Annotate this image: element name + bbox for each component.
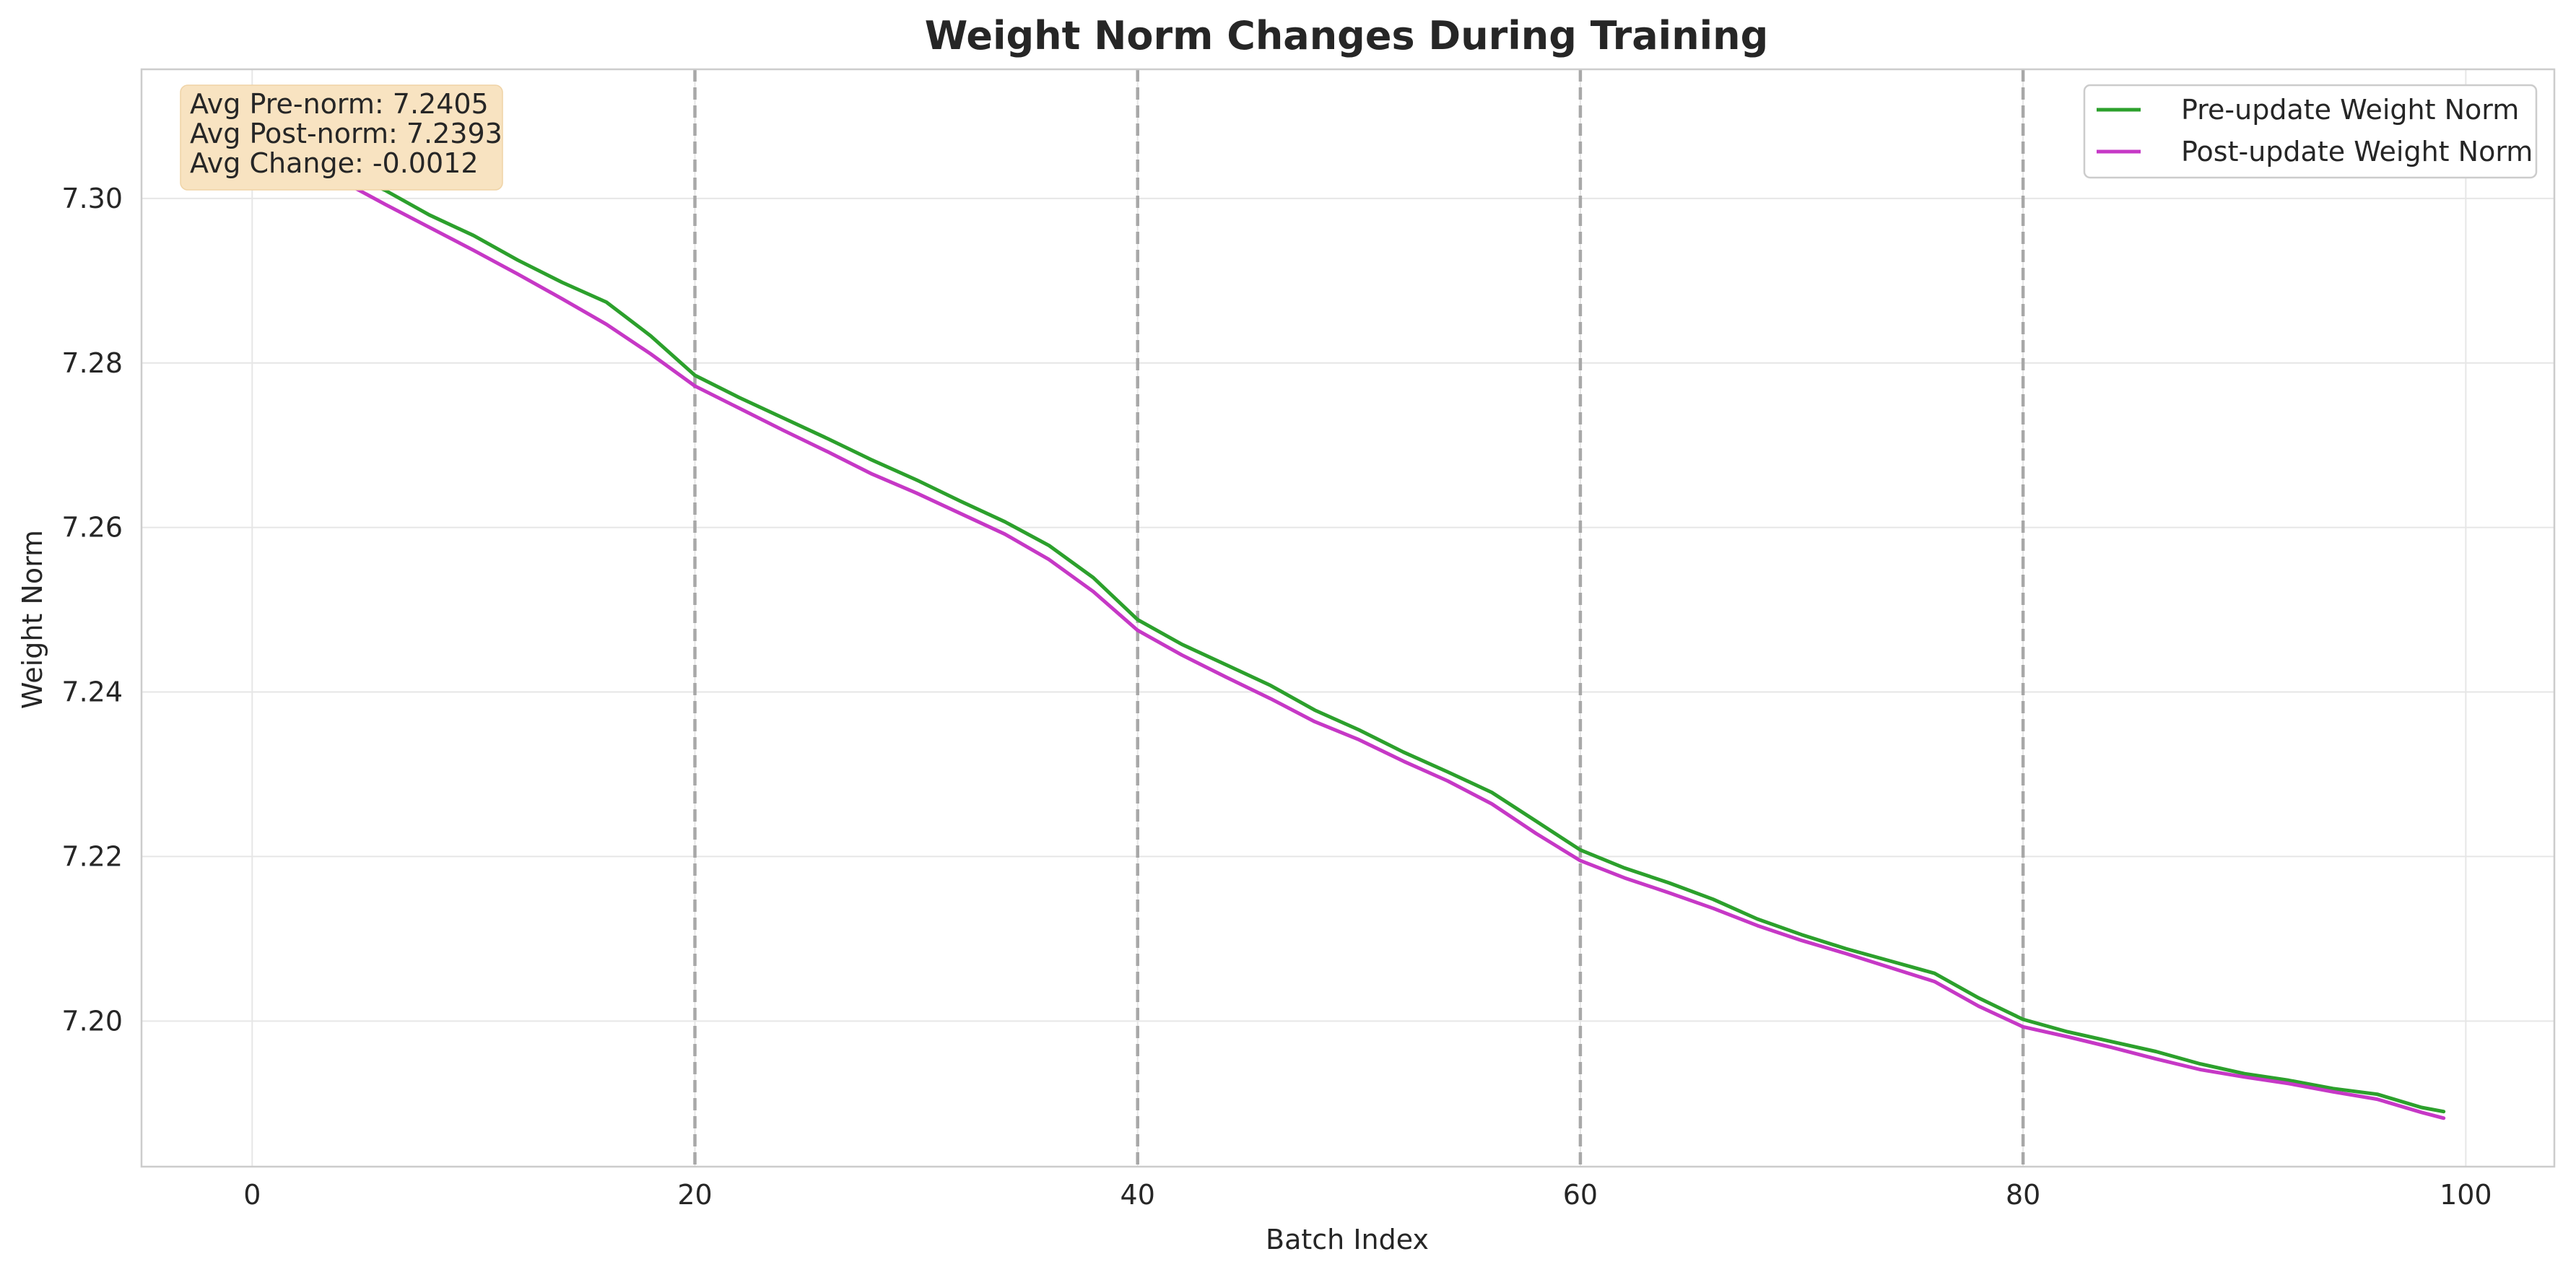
x-tick-label: 20	[677, 1179, 712, 1211]
x-tick-label: 0	[243, 1179, 261, 1211]
x-tick-label: 100	[2440, 1179, 2492, 1211]
x-tick-label: 60	[1563, 1179, 1598, 1211]
y-tick-label: 7.26	[61, 512, 123, 544]
legend-box	[2083, 84, 2538, 179]
x-tick-label: 80	[2006, 1179, 2040, 1211]
y-tick-label: 7.24	[61, 676, 123, 708]
series-line-post-update	[250, 126, 2446, 1120]
y-tick-label: 7.20	[61, 1005, 123, 1037]
stats-line: Avg Change: -0.0012	[190, 147, 479, 179]
y-tick-label: 7.28	[61, 347, 123, 379]
series-line-pre-update	[250, 118, 2446, 1114]
stats-line: Avg Post-norm: 7.2393	[190, 118, 502, 149]
legend-label: Post-update Weight Norm	[2181, 136, 2533, 167]
plot-frame	[140, 68, 2556, 1168]
legend-label: Pre-update Weight Norm	[2181, 94, 2519, 126]
chart-title: Weight Norm Changes During Training	[925, 13, 1769, 58]
legend: Pre-update Weight Norm Post-update Weight…	[2083, 84, 2538, 179]
y-tick-label: 7.30	[61, 183, 123, 214]
y-axis-label: Weight Norm	[17, 530, 48, 709]
stats-box	[180, 84, 503, 191]
x-axis-label: Batch Index	[1266, 1224, 1429, 1255]
x-tick-label: 40	[1121, 1179, 1155, 1211]
plot-area: 0 20 40 60 80 100 7.20 7.22 7.24 7.26 7.28 7.30 Avg …	[61, 68, 2556, 1211]
stats-line: Avg Pre-norm: 7.2405	[190, 88, 489, 120]
y-tick-label: 7.22	[61, 840, 123, 872]
